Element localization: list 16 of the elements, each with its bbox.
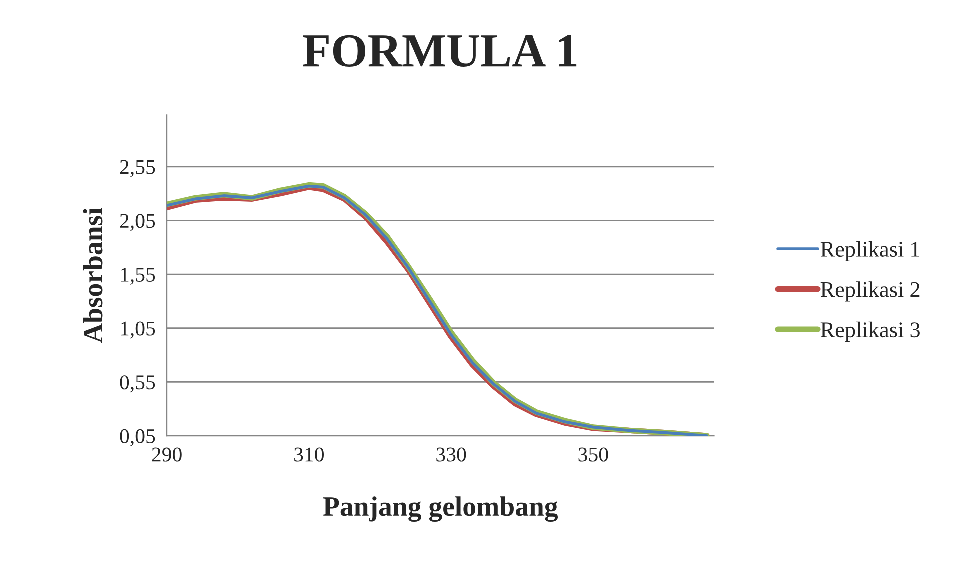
x-tick-label: 350 [578, 448, 608, 462]
x-tick-label: 330 [436, 448, 466, 462]
y-tick-label: 0,55 [120, 376, 156, 393]
y-tick-label: 2,05 [120, 214, 156, 232]
legend-label: Replikasi 2 [820, 282, 920, 302]
legend-label: Replikasi 3 [820, 322, 920, 342]
y-tick-label: 1,55 [121, 268, 156, 285]
x-tick-label: 310 [294, 448, 324, 462]
x-axis-title: Panjang gelombang [323, 496, 558, 522]
chart-title: FORMULA 1 [303, 35, 577, 68]
y-tick-label: 1,05 [121, 322, 156, 339]
y-tick-label: 2,55 [120, 160, 156, 178]
legend-label: Replikasi 1 [820, 241, 920, 262]
y-axis-title: Absorbansi [83, 208, 103, 344]
x-tick-label: 290 [152, 448, 182, 462]
y-tick-label: 0,05 [120, 429, 156, 446]
